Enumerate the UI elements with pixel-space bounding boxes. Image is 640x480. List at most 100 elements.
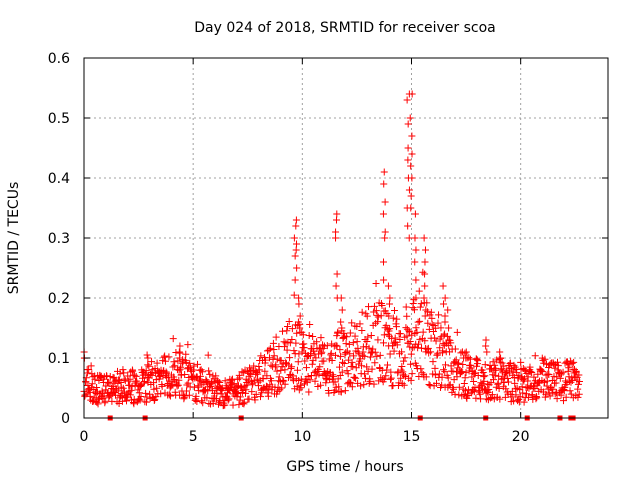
data-point <box>275 373 283 381</box>
data-point <box>317 381 325 389</box>
data-point <box>114 379 122 387</box>
data-point <box>378 301 386 309</box>
data-point <box>145 362 153 370</box>
data-point <box>249 379 257 387</box>
data-point <box>225 395 233 403</box>
data-point <box>250 362 258 370</box>
data-point <box>427 308 435 316</box>
data-point <box>374 336 382 344</box>
data-point <box>111 391 119 399</box>
data-point <box>529 383 537 391</box>
data-point <box>553 395 561 403</box>
data-point <box>251 396 259 404</box>
data-point <box>406 114 414 122</box>
data-point <box>283 346 291 354</box>
data-point <box>403 332 411 340</box>
data-point <box>292 222 300 230</box>
data-point <box>358 362 366 370</box>
data-point <box>263 372 271 380</box>
data-point <box>266 344 274 352</box>
data-point <box>357 382 365 390</box>
data-point <box>504 374 512 382</box>
data-point <box>504 378 512 386</box>
data-point <box>288 325 296 333</box>
data-point <box>511 379 519 387</box>
data-point <box>564 367 572 375</box>
data-point <box>168 381 176 389</box>
data-point <box>333 210 341 218</box>
data-point <box>193 397 201 405</box>
data-point <box>428 321 436 329</box>
data-point <box>551 390 559 398</box>
data-point <box>312 354 320 362</box>
data-point <box>539 368 547 376</box>
data-point <box>496 395 504 403</box>
data-point <box>337 318 345 326</box>
data-point <box>376 351 384 359</box>
data-point <box>379 210 387 218</box>
data-point <box>291 252 299 260</box>
data-point <box>169 335 177 343</box>
data-point <box>281 380 289 388</box>
data-point <box>278 384 286 392</box>
data-point <box>565 364 573 372</box>
data-point <box>383 366 391 374</box>
data-point <box>309 333 317 341</box>
data-point <box>294 358 302 366</box>
data-point <box>336 363 344 371</box>
data-point <box>338 324 346 332</box>
data-point <box>386 294 394 302</box>
data-point <box>495 385 503 393</box>
data-point <box>360 352 368 360</box>
data-point <box>453 328 461 336</box>
data-point <box>120 369 128 377</box>
data-point <box>264 392 272 400</box>
data-point <box>451 345 459 353</box>
data-point <box>255 366 263 374</box>
data-point <box>181 392 189 400</box>
data-point <box>331 386 339 394</box>
data-point <box>404 222 412 230</box>
data-point <box>488 391 496 399</box>
data-point <box>432 337 440 345</box>
data-point <box>279 327 287 335</box>
data-point <box>491 371 499 379</box>
data-point <box>407 162 415 170</box>
data-point <box>169 363 177 371</box>
data-point <box>265 346 273 354</box>
data-point <box>215 398 223 406</box>
data-point <box>344 370 352 378</box>
data-point <box>372 279 380 287</box>
data-point <box>210 375 218 383</box>
data-point <box>262 356 270 364</box>
data-point <box>494 380 502 388</box>
data-point <box>568 359 576 367</box>
data-point <box>355 350 363 358</box>
data-point <box>81 391 89 399</box>
data-point <box>301 357 309 365</box>
data-point <box>288 336 296 344</box>
x-tick-label: 20 <box>512 429 530 445</box>
data-point <box>279 376 287 384</box>
data-point <box>299 331 307 339</box>
data-point <box>472 355 480 363</box>
data-point <box>567 378 575 386</box>
data-point <box>181 371 189 379</box>
data-point <box>434 319 442 327</box>
data-point <box>441 330 449 338</box>
data-point <box>261 367 269 375</box>
data-point <box>481 372 489 380</box>
data-point <box>163 369 171 377</box>
data-point <box>517 358 525 366</box>
data-point <box>395 379 403 387</box>
data-point <box>484 389 492 396</box>
data-point <box>338 306 346 314</box>
data-point <box>527 368 535 376</box>
data-point <box>295 350 303 358</box>
data-point <box>364 333 372 341</box>
data-point <box>126 375 134 383</box>
data-point <box>101 397 109 405</box>
data-point <box>414 318 422 326</box>
data-point <box>474 372 482 380</box>
data-point <box>393 341 401 349</box>
